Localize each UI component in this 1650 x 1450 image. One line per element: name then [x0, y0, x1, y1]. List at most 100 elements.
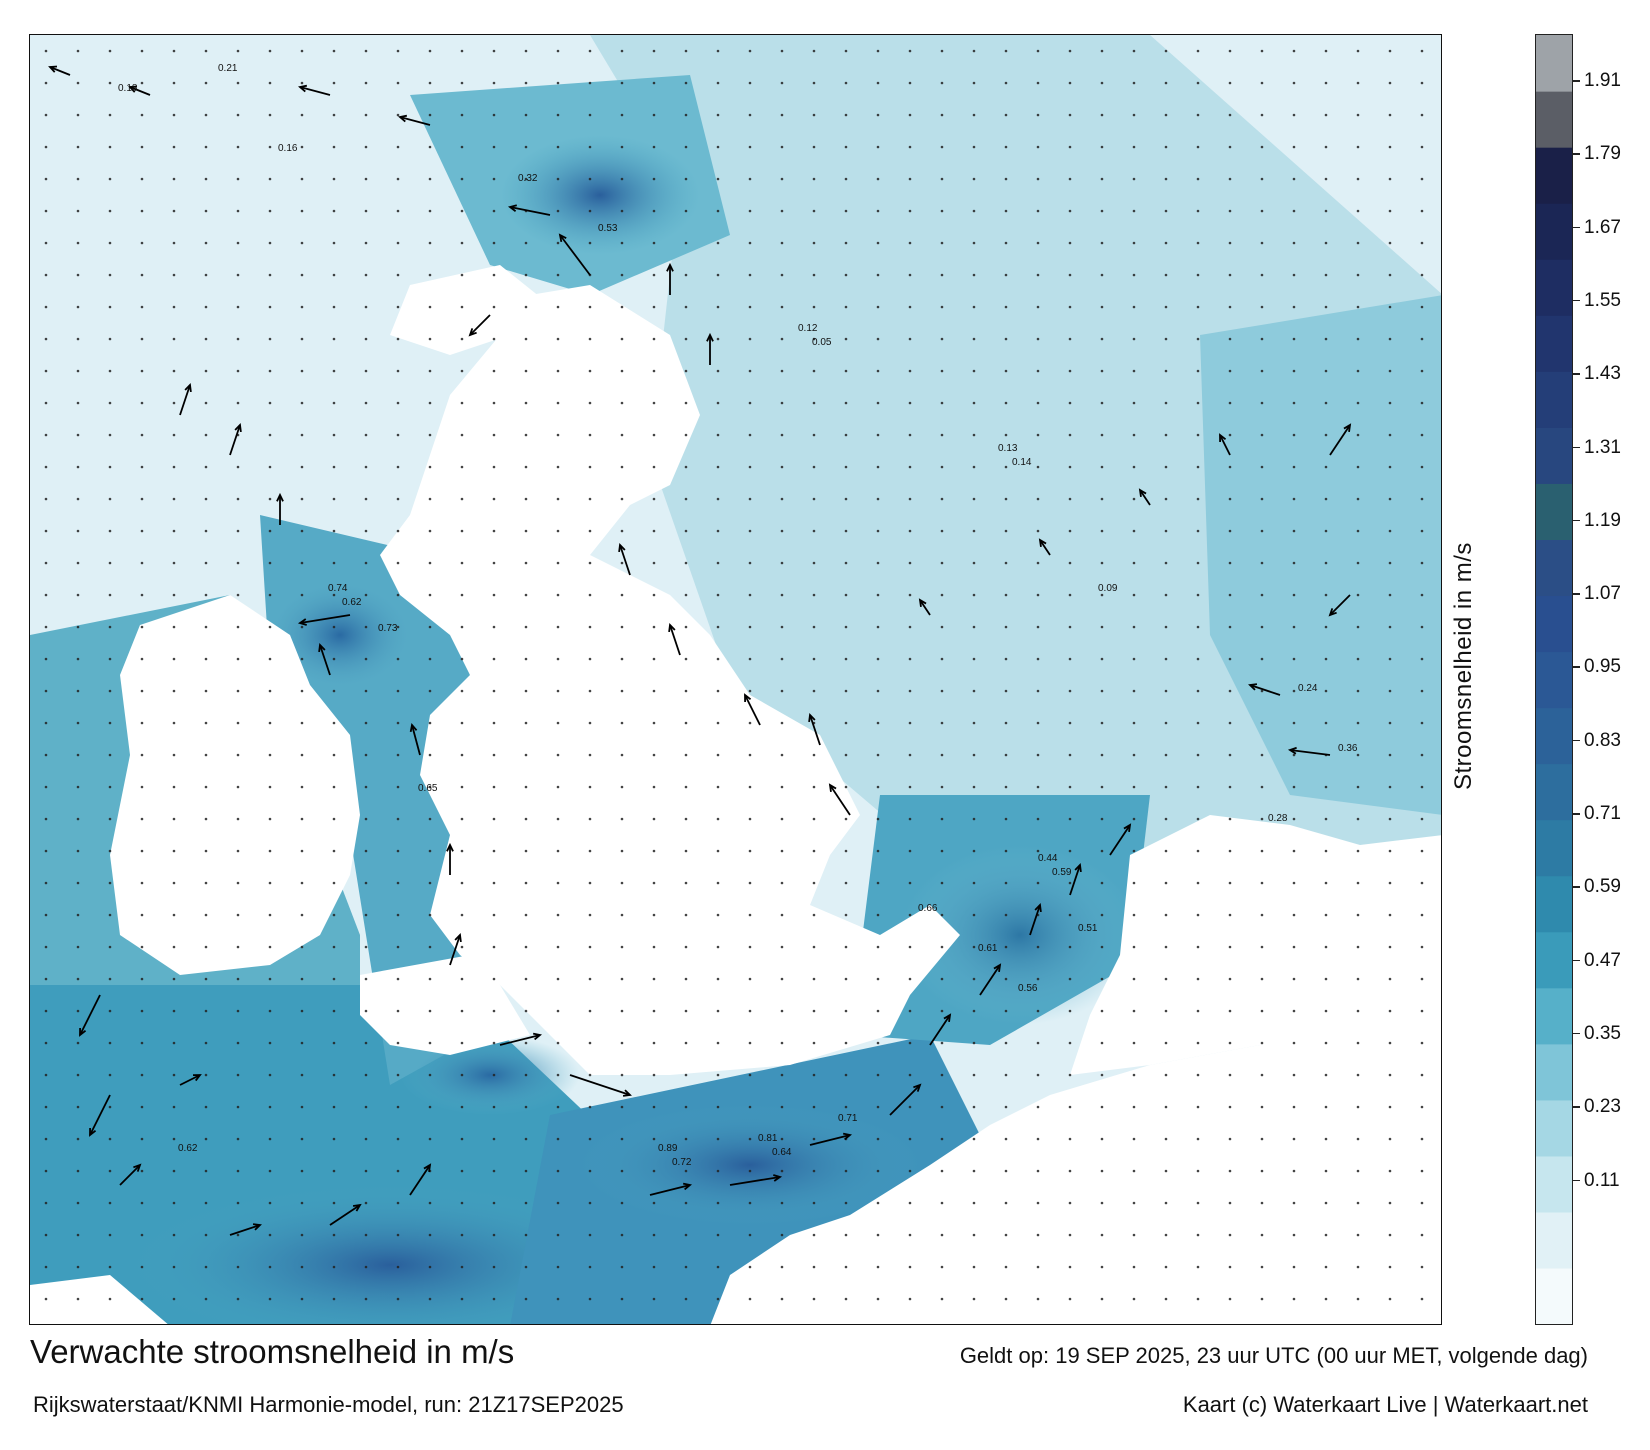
colorbar-band — [1536, 259, 1572, 316]
current-value-label: 0.24 — [1298, 683, 1318, 694]
current-arrow-head — [1034, 903, 1042, 913]
current-arrow — [1329, 424, 1351, 456]
colorbar-band — [1536, 483, 1572, 540]
colorbar-tick-label: 1.79 — [1584, 143, 1621, 165]
current-arrow — [469, 314, 491, 336]
current-arrow-head — [828, 783, 837, 793]
current-value-label: 0.62 — [342, 597, 362, 608]
colorbar-tick-label: 1.07 — [1584, 583, 1621, 605]
colorbar-tick-mark — [1573, 299, 1580, 302]
colorbar-tick-mark — [1573, 739, 1580, 742]
colorbar-tick-label: 0.11 — [1584, 1169, 1620, 1191]
current-arrow — [1249, 684, 1281, 696]
current-arrow — [809, 714, 821, 746]
current-value-label: 0.28 — [1268, 813, 1288, 824]
current-arrow-head — [913, 1083, 922, 1092]
colorbar-band — [1536, 91, 1572, 148]
current-arrow-head — [1287, 746, 1297, 755]
current-value-label: 0.72 — [672, 1157, 692, 1168]
colorbar-band — [1536, 427, 1572, 484]
current-value-label: 0.05 — [812, 337, 832, 348]
current-arrow — [829, 784, 851, 816]
current-arrow-head — [622, 1089, 632, 1097]
current-arrow-head — [993, 963, 1002, 973]
current-arrow-head — [1074, 863, 1082, 873]
current-arrow — [1139, 489, 1151, 506]
colorbar-tick-mark — [1573, 666, 1580, 668]
current-arrow — [744, 694, 761, 726]
current-speed-map: 0.18 0.16 0.21 0.32 0.53 0.74 0.73 0.65 0.62 0.66… — [29, 34, 1442, 1325]
current-value-label: 0.36 — [1338, 743, 1358, 754]
current-value-label: 0.65 — [418, 783, 438, 794]
current-arrow — [319, 644, 331, 676]
current-arrow — [299, 86, 331, 96]
current-arrow — [1029, 904, 1041, 936]
current-value-label: 0.18 — [118, 83, 138, 94]
colorbar-band — [1536, 371, 1572, 428]
current-value-label: 0.71 — [838, 1113, 858, 1124]
current-arrow — [449, 934, 461, 966]
current-arrow — [559, 234, 591, 276]
current-arrow — [1109, 824, 1131, 856]
current-arrow-head — [298, 84, 308, 93]
colorbar-band — [1536, 1267, 1572, 1324]
colorbar-band — [1536, 987, 1572, 1045]
colorbar-band — [1536, 707, 1572, 765]
current-arrow-head — [89, 1127, 97, 1137]
colorbar-band — [1536, 203, 1572, 260]
colorbar-tick-label: 1.43 — [1584, 363, 1621, 385]
current-arrow-head — [192, 1074, 202, 1082]
colorbar-band — [1536, 315, 1572, 372]
current-arrow — [649, 1184, 691, 1196]
current-arrow — [569, 1074, 631, 1096]
map-credit: Kaart (c) Waterkaart Live | Waterkaart.n… — [1182, 1392, 1588, 1417]
current-arrow — [1069, 864, 1081, 896]
colorbar-band — [1536, 819, 1572, 877]
current-arrow-head — [1219, 433, 1227, 443]
colorbar-tick-mark — [1573, 153, 1580, 155]
current-arrow-head — [842, 1132, 853, 1141]
current-arrow-head — [252, 1223, 262, 1231]
colorbar-tick-label: 0.47 — [1584, 949, 1621, 971]
current-arrow-head — [507, 204, 518, 212]
current-value-label: 0.32 — [518, 173, 538, 184]
current-arrow-head — [943, 1013, 952, 1023]
current-value-label: 0.44 — [1038, 853, 1058, 864]
current-arrow-head — [808, 713, 816, 723]
colorbar-tick-mark — [1573, 959, 1580, 962]
current-arrow — [509, 206, 551, 216]
current-value-label: 0.62 — [178, 1143, 198, 1154]
current-value-label: 0.53 — [598, 223, 618, 234]
colorbar-band — [1536, 1043, 1572, 1101]
current-arrow-head — [352, 1203, 362, 1212]
current-arrow-head — [128, 85, 138, 93]
current-value-label: 0.74 — [328, 583, 348, 594]
current-arrow — [49, 66, 71, 76]
colorbar-tick-mark — [1573, 226, 1580, 229]
current-arrow-head — [234, 423, 242, 433]
current-arrow — [79, 994, 101, 1036]
current-arrow-head — [1248, 683, 1258, 691]
current-arrow-head — [184, 383, 192, 393]
value-labels: 0.18 0.16 0.21 0.32 0.53 0.74 0.73 0.65 0.62 0.66… — [118, 63, 1358, 1168]
current-arrow-head — [1038, 538, 1047, 548]
current-arrow-head — [558, 233, 567, 243]
current-arrow-head — [918, 598, 927, 608]
colorbar-tick-label: 1.67 — [1584, 216, 1621, 238]
colorbar-tick-label: 1.19 — [1584, 509, 1621, 531]
current-value-label: 0.16 — [278, 143, 298, 154]
current-arrow-head — [79, 1027, 87, 1037]
colorbar-band — [1536, 651, 1572, 709]
current-arrow — [619, 544, 631, 576]
current-value-label: 0.56 — [1018, 983, 1038, 994]
current-arrow-head — [682, 1182, 693, 1191]
current-value-label: 0.14 — [1012, 457, 1032, 468]
colorbar-tick-mark — [1573, 373, 1580, 375]
current-arrow — [229, 1224, 261, 1236]
current-arrow — [179, 384, 191, 416]
current-arrow — [1329, 594, 1351, 616]
colorbar-tick-label: 0.59 — [1584, 876, 1621, 898]
current-value-label: 0.61 — [978, 943, 998, 954]
current-arrow — [129, 86, 151, 96]
current-arrow — [89, 1094, 111, 1136]
